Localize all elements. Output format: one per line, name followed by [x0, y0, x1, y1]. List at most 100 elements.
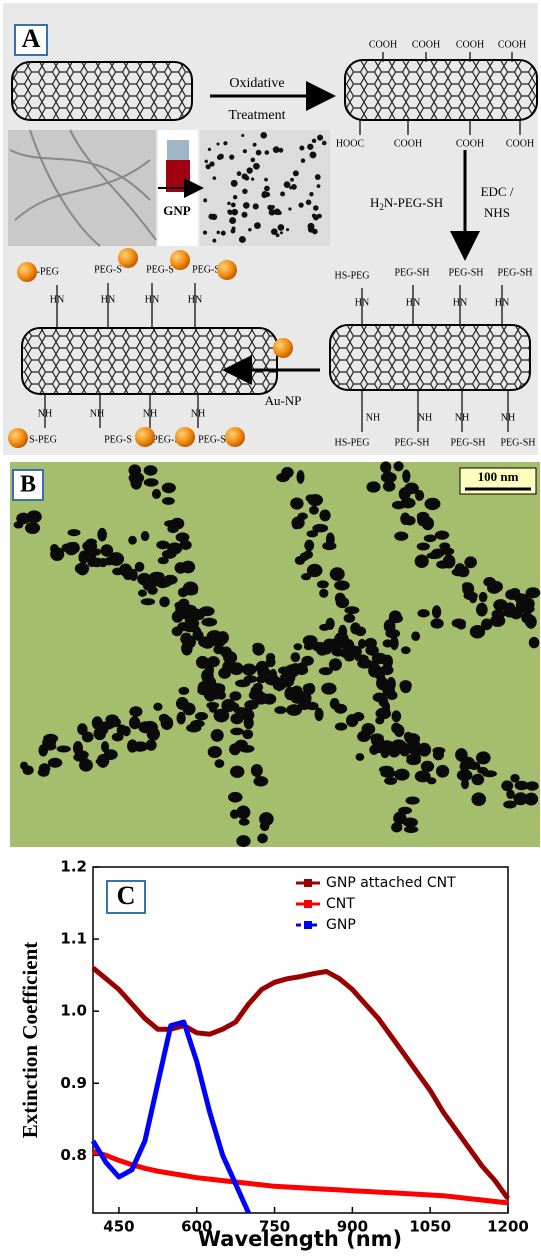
- dot: [379, 766, 394, 774]
- gold-particle: [8, 428, 28, 448]
- dot: [14, 521, 24, 528]
- dot: [490, 615, 505, 627]
- dot: [256, 150, 262, 156]
- x-axis-label: Wavelength (nm): [198, 1227, 402, 1251]
- dot: [253, 776, 268, 786]
- dot: [237, 171, 242, 176]
- dot: [179, 601, 188, 612]
- dot: [415, 490, 424, 501]
- reagent-part: N-PEG-SH: [384, 195, 443, 210]
- panel-b: B 100 nm: [10, 461, 540, 847]
- dot: [232, 209, 239, 216]
- dot: [334, 580, 350, 590]
- dot: [322, 141, 327, 146]
- dot: [322, 542, 336, 550]
- dot: [471, 792, 486, 806]
- dot: [211, 636, 225, 648]
- dot: [301, 656, 313, 666]
- cooh-label: COOH: [394, 138, 422, 149]
- dot: [366, 481, 380, 492]
- dot: [261, 192, 267, 198]
- dot: [278, 224, 285, 231]
- dot: [214, 759, 224, 768]
- dot: [20, 762, 28, 770]
- legend-label: GNP attached CNT: [326, 875, 456, 891]
- dot: [128, 536, 137, 545]
- dot: [335, 723, 347, 731]
- dot: [144, 478, 159, 487]
- dot: [309, 506, 319, 515]
- legend-marker: [304, 921, 312, 929]
- dot: [371, 733, 384, 747]
- dot: [279, 676, 295, 687]
- dot: [162, 497, 175, 505]
- gold-particle: [217, 260, 237, 280]
- dot: [526, 781, 539, 790]
- dot: [244, 675, 258, 683]
- cooh-label: COOH: [498, 39, 526, 50]
- dot: [344, 606, 359, 614]
- dot: [406, 796, 420, 804]
- dot: [147, 586, 157, 595]
- y-tick-label: 0.8: [60, 1146, 87, 1164]
- dot: [38, 768, 50, 777]
- dot: [280, 191, 285, 196]
- peg-label: PEG-SH: [394, 437, 429, 448]
- peg-label: PEG-SH: [448, 267, 483, 278]
- dot: [344, 614, 356, 623]
- amide-label: NH: [418, 412, 432, 423]
- dot: [276, 233, 280, 237]
- dot: [462, 582, 474, 595]
- peg-label: PEG-SH: [497, 267, 532, 278]
- dot: [153, 703, 162, 711]
- dot: [417, 543, 430, 551]
- dot: [241, 134, 244, 137]
- dot: [129, 464, 142, 476]
- dot: [313, 205, 319, 211]
- y-tick-label: 1.1: [60, 930, 87, 948]
- dot: [79, 759, 93, 772]
- dot: [284, 687, 295, 700]
- dot: [300, 552, 309, 561]
- dot: [172, 627, 183, 637]
- dot: [260, 821, 270, 831]
- dot: [144, 465, 158, 475]
- dot: [243, 202, 250, 209]
- dot: [510, 774, 519, 783]
- dot: [274, 706, 286, 714]
- gold-particle: [118, 248, 138, 268]
- dot: [254, 222, 261, 229]
- dot: [216, 142, 219, 145]
- dot: [382, 684, 395, 697]
- dot: [141, 531, 150, 541]
- series-line: [93, 1152, 508, 1203]
- dot: [291, 652, 301, 662]
- dot: [231, 180, 238, 187]
- amide-label: NH: [90, 408, 104, 419]
- dot: [162, 483, 176, 494]
- dot: [290, 178, 294, 182]
- dot: [186, 636, 196, 648]
- dot: [326, 618, 335, 630]
- dot: [436, 765, 449, 778]
- dot: [253, 143, 257, 147]
- dot: [403, 817, 418, 827]
- dot: [479, 592, 488, 602]
- peg-label: PEG-SH: [394, 267, 429, 278]
- y-tick-label: 1.0: [60, 1002, 87, 1020]
- dot: [211, 214, 217, 220]
- dot: [239, 818, 250, 825]
- vial-cap: [167, 140, 189, 160]
- dot: [241, 709, 254, 721]
- dot: [251, 764, 263, 777]
- dot: [394, 531, 408, 540]
- plot-frame: [93, 867, 508, 1213]
- dot: [417, 512, 430, 521]
- dot: [178, 588, 189, 598]
- dot: [406, 754, 421, 761]
- dot: [415, 770, 431, 782]
- peg-label: PEG-SH: [500, 437, 535, 448]
- dot: [244, 176, 249, 181]
- dot: [129, 706, 142, 717]
- dot: [137, 573, 151, 585]
